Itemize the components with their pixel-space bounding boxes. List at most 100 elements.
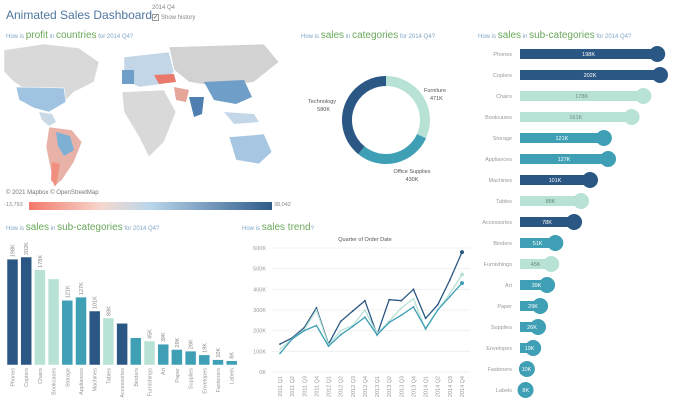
france[interactable] bbox=[122, 70, 134, 84]
map-attribution: © 2021 Mapbox © OpenStreetMap bbox=[6, 190, 99, 196]
brazil[interactable] bbox=[56, 132, 74, 156]
bar-labels[interactable] bbox=[225, 360, 238, 366]
x-tick-label: 2014 Q2 bbox=[436, 376, 442, 397]
donut-slice-furniture[interactable] bbox=[385, 76, 430, 139]
lollipop-head bbox=[517, 382, 534, 398]
trend-point bbox=[412, 288, 415, 291]
trend-line-furniture[interactable] bbox=[279, 274, 463, 350]
lollipop-value-label: 161K bbox=[569, 115, 582, 121]
trend-point bbox=[279, 352, 281, 355]
bar-art[interactable] bbox=[157, 343, 169, 366]
bar-machines[interactable] bbox=[88, 310, 101, 366]
lollipop-category-label: Bookcases bbox=[485, 115, 512, 121]
bar-chairs[interactable] bbox=[34, 269, 46, 366]
lollipop-category-label: Appliances bbox=[485, 157, 512, 163]
lollipop-head bbox=[532, 298, 549, 314]
lollipop-bar-appliances[interactable] bbox=[520, 154, 609, 164]
lollipop-category-label: Chairs bbox=[496, 94, 512, 100]
lollipop-value-label: 101K bbox=[549, 178, 562, 184]
trend-line-technology[interactable] bbox=[279, 251, 463, 346]
y-tick-label: 400K bbox=[253, 287, 266, 293]
show-history-toggle[interactable]: ✓ Show history bbox=[152, 14, 195, 21]
lollipop-bar-machines[interactable] bbox=[520, 175, 590, 185]
trend-point bbox=[339, 329, 342, 332]
y-tick-label: 200K bbox=[253, 329, 266, 335]
bar-value-label: 10K bbox=[216, 348, 222, 358]
trend-point bbox=[279, 343, 281, 345]
africa[interactable] bbox=[121, 89, 177, 158]
bar-tables[interactable] bbox=[102, 317, 115, 366]
x-tick-label: 2011 Q4 bbox=[314, 376, 320, 397]
lollipop-bar-tables[interactable] bbox=[520, 196, 581, 206]
lollipop-head bbox=[539, 277, 556, 293]
lollipop-bar-paper[interactable] bbox=[520, 301, 541, 311]
bar-bookcases[interactable] bbox=[47, 278, 60, 366]
bar-binders[interactable] bbox=[130, 337, 142, 366]
trend-point bbox=[400, 299, 403, 302]
bar-phones[interactable] bbox=[6, 258, 19, 366]
x-tick-label: 2013 Q1 bbox=[375, 376, 381, 397]
lollipop-value-label: 198K bbox=[582, 52, 595, 58]
southeast-asia[interactable] bbox=[224, 112, 259, 124]
x-tick-label: 2012 Q3 bbox=[351, 376, 357, 397]
x-tick-label: 2013 Q3 bbox=[399, 376, 405, 397]
india[interactable] bbox=[189, 97, 204, 117]
bar-value-label: 202K bbox=[24, 242, 30, 255]
slice-value: 471K bbox=[430, 96, 443, 102]
lollipop-bar-phones[interactable] bbox=[520, 49, 658, 59]
bar-accessories[interactable] bbox=[116, 323, 128, 366]
y-tick-label: 600K bbox=[253, 246, 266, 252]
lollipop-category-label: Furnishings bbox=[484, 262, 513, 268]
trend-point bbox=[315, 324, 318, 327]
profit-map[interactable] bbox=[4, 42, 292, 188]
bar-storage[interactable] bbox=[61, 300, 74, 366]
lollipop-category-label: Storage bbox=[493, 136, 512, 142]
lollipop-bar-accessories[interactable] bbox=[520, 217, 575, 227]
bar-appliances[interactable] bbox=[75, 296, 87, 366]
map-question: How is profit in countries for 2014 Q4? bbox=[6, 30, 134, 41]
turkey[interactable] bbox=[154, 74, 176, 84]
bar-supplies[interactable] bbox=[184, 350, 197, 366]
usa[interactable] bbox=[15, 86, 67, 113]
trend-point bbox=[351, 310, 354, 312]
lollipop-head bbox=[635, 88, 652, 104]
bar-fasteners[interactable] bbox=[212, 359, 224, 366]
central-america[interactable] bbox=[39, 112, 56, 126]
lollipop-value-label: 26K bbox=[527, 325, 537, 331]
donut-slice-office-supplies[interactable] bbox=[358, 133, 427, 164]
bar-furnishings[interactable] bbox=[143, 340, 156, 366]
trend-line-office_supplies[interactable] bbox=[279, 282, 463, 354]
checkbox-icon[interactable]: ✓ bbox=[152, 14, 159, 21]
lollipop-value-label: 8K bbox=[522, 388, 529, 394]
trend-point bbox=[412, 297, 415, 300]
china[interactable] bbox=[204, 80, 252, 104]
bar-value-label: 178K bbox=[38, 255, 44, 268]
lollipop-bar-art[interactable] bbox=[520, 280, 548, 290]
lollipop-head bbox=[595, 130, 612, 146]
lollipop-bar-bookcases[interactable] bbox=[520, 112, 632, 122]
lollipop-bar-chairs[interactable] bbox=[520, 91, 644, 101]
bar-category-label: Chairs bbox=[38, 368, 44, 384]
lollipop-bar-storage[interactable] bbox=[520, 133, 604, 143]
australia[interactable] bbox=[228, 133, 273, 165]
trend-point bbox=[460, 272, 464, 277]
lollipop-value-label: 88K bbox=[546, 199, 556, 205]
trend-point bbox=[303, 329, 306, 332]
lollipop-bar-supplies[interactable] bbox=[520, 322, 539, 332]
lollipop-value-label: 202K bbox=[584, 73, 597, 79]
argentina[interactable] bbox=[51, 162, 60, 186]
bar-paper[interactable] bbox=[171, 349, 183, 366]
lollipop-bar-furnishings[interactable] bbox=[520, 259, 552, 269]
bar-category-label: Binders bbox=[134, 368, 140, 387]
x-tick-label: 2014 Q1 bbox=[424, 376, 430, 397]
trend-point bbox=[400, 314, 403, 317]
bar-envelopes[interactable] bbox=[198, 354, 211, 366]
lollipop-bar-copiers[interactable] bbox=[520, 70, 660, 80]
x-tick-label: 2012 Q2 bbox=[339, 376, 345, 397]
donut-slice-technology[interactable] bbox=[342, 76, 387, 155]
bar-copiers[interactable] bbox=[20, 256, 32, 366]
middle-east[interactable] bbox=[174, 87, 189, 102]
lollipop-value-label: 51K bbox=[533, 241, 543, 247]
lollipop-bar-binders[interactable] bbox=[520, 238, 556, 248]
bar-category-label: Fasteners bbox=[216, 368, 222, 393]
